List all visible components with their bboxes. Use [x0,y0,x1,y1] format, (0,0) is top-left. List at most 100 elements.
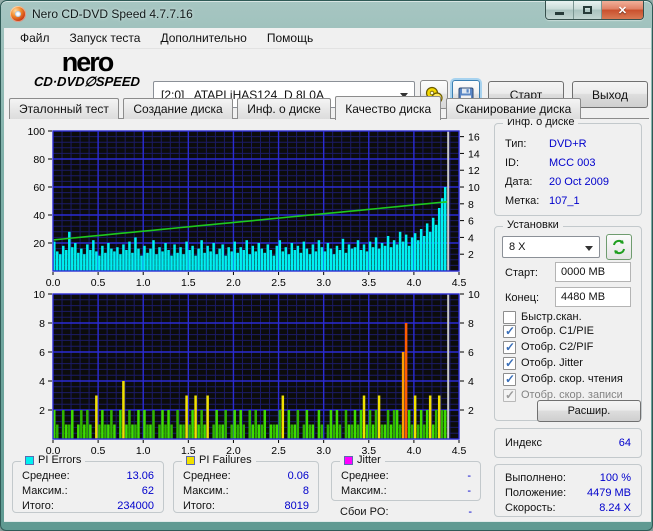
svg-text:0.5: 0.5 [91,445,106,457]
pi-errors-legend-title: PI Errors [38,454,82,466]
tab-benchmark[interactable]: Эталонный тест [9,98,119,119]
pi-failures-max-value: 8 [302,485,309,497]
position-label: Положение: [505,487,567,499]
window-title: Nero CD-DVD Speed 4.7.7.16 [32,7,193,21]
refresh-icon [613,239,625,255]
tab-disc-quality[interactable]: Качество диска [335,96,442,120]
svg-text:2.5: 2.5 [271,277,286,286]
po-failures-value: - [468,506,472,518]
svg-text:4: 4 [39,376,45,388]
svg-text:1.0: 1.0 [136,277,151,286]
client-area: Файл Запуск теста Дополнительно Помощь n… [4,28,651,521]
disc-id-value: MCC 003 [549,157,596,169]
speed-select[interactable]: 8 X [502,236,600,258]
pi-failures-total-label: Итого: [183,500,215,512]
refresh-button[interactable] [606,234,632,260]
settings-title: Установки [507,219,559,231]
menu-file[interactable]: Файл [20,31,50,45]
close-button[interactable]: ✕ [602,1,643,19]
svg-text:60: 60 [33,182,45,194]
jitter-legend-title: Jitter [357,454,381,466]
menu-run-test[interactable]: Запуск теста [69,31,141,45]
pi-failures-avg-value: 0.06 [287,470,309,482]
title-bar[interactable]: Nero CD-DVD Speed 4.7.7.16 ✕ [1,1,652,28]
checkbox-icon [503,388,516,402]
checkbox-show-c2-pif[interactable]: Отобр. C2/PIF [503,340,593,354]
cddvdspeed-logo-text: CD·DVD∅SPEED [33,74,141,89]
pi-errors-max-value: 62 [141,485,154,497]
po-failures-row: Сбои PO: - [331,505,481,520]
checkbox-show-jitter[interactable]: Отобр. Jitter [503,356,583,370]
done-value: 100 % [599,472,631,484]
checkbox-show-write-speed[interactable]: Отобр. скор. записи [503,388,623,402]
start-mb-input[interactable]: 0000 MB [555,262,631,282]
svg-text:10: 10 [33,289,45,301]
svg-text:0.5: 0.5 [91,277,106,286]
svg-text:6: 6 [39,347,45,359]
pi-errors-swatch [25,455,34,465]
pi-errors-total-label: Итого: [22,500,54,512]
index-label: Индекс [505,437,542,449]
tab-disc-info[interactable]: Инф. о диске [237,98,331,119]
jitter-max-value: - [467,485,471,497]
disc-label-label: Метка: [505,195,540,207]
pi-failures-swatch [186,455,195,465]
svg-text:10: 10 [468,182,480,194]
svg-text:3.5: 3.5 [361,277,376,286]
svg-text:4.0: 4.0 [407,445,422,457]
menu-extra[interactable]: Дополнительно [160,31,247,45]
chevron-down-icon [400,93,408,102]
pi-errors-legend: PI Errors Среднее: 13.06 Максим.: 62 Итого… [12,454,164,513]
svg-text:6: 6 [468,347,474,359]
svg-text:3.0: 3.0 [316,277,331,286]
pi-failures-max-label: Максим.: [183,485,229,497]
disc-info-title: Инф. о диске [507,116,575,128]
disc-type-value: DVD+R [549,138,587,150]
exit-button[interactable]: Выход [572,81,648,108]
svg-text:12: 12 [468,165,480,177]
toolbar: nero CD·DVD∅SPEED [2:0] ATAPI iHAS124 D … [4,47,651,109]
svg-text:20: 20 [33,238,45,250]
disc-id-label: ID: [505,157,520,169]
svg-text:4.5: 4.5 [452,445,467,457]
menu-help[interactable]: Помощь [266,31,314,45]
pi-failures-chart: 2 4 6 8 10 2 4 6 8 10 0.0 0.5 1.0 1.5 2.0 2.5 3.0 3.5 4.0 4… [11,286,489,458]
checkbox-fast-scan[interactable]: Быстр.скан. [503,310,582,324]
quality-index-box: Индекс 64 [494,428,642,458]
end-mb-input[interactable]: 4480 MB [555,287,631,307]
disc-type-label: Тип: [505,138,527,150]
close-icon: ✕ [617,4,628,17]
maximize-button[interactable] [574,1,602,19]
settings-box: Установки 8 X Старт: 0000 MB Конец: 4480… [494,219,642,422]
checkbox-show-read-speed[interactable]: Отобр. скор. чтения [503,372,623,386]
pi-errors-chart: 20 40 60 80 100 2 4 6 8 10 12 14 16 0.0 0.5 1.0 1.5 2.0 2.… [11,123,489,289]
checkbox-icon [503,340,516,354]
svg-text:1.0: 1.0 [136,445,151,457]
svg-text:8: 8 [39,318,45,330]
svg-text:2.0: 2.0 [226,277,241,286]
svg-text:8: 8 [468,318,474,330]
index-value: 64 [618,437,631,449]
pi-failures-legend-title: PI Failures [199,454,252,466]
checkbox-icon [503,310,516,324]
checkbox-icon [503,372,516,386]
tab-create-disc[interactable]: Создание диска [123,98,233,119]
nero-logo-text: nero [61,47,115,77]
advanced-button[interactable]: Расшир. [537,400,641,422]
pi-errors-avg-label: Среднее: [22,470,70,482]
jitter-legend: Jitter Среднее: - Максим.: - [331,454,481,501]
checkbox-show-c1-pie[interactable]: Отобр. C1/PIE [503,324,594,338]
svg-text:2: 2 [39,405,45,417]
minimize-button[interactable] [546,1,574,19]
pi-failures-avg-label: Среднее: [183,470,231,482]
tab-scandisc[interactable]: Сканирование диска [445,98,582,119]
speed-value: 8.24 X [599,502,631,514]
progress-box: Выполнено: 100 % Положение: 4479 MB Скорос… [494,464,642,517]
jitter-avg-label: Среднее: [341,470,389,482]
tab-strip: Эталонный тест Создание диска Инф. о дис… [9,95,649,120]
pi-failures-legend: PI Failures Среднее: 0.06 Максим.: 8 Итого… [173,454,319,513]
speed-select-value: 8 X [509,241,526,253]
svg-text:4.5: 4.5 [452,277,467,286]
pi-errors-total-value: 234000 [117,500,154,512]
po-failures-label: Сбои PO: [340,506,389,518]
